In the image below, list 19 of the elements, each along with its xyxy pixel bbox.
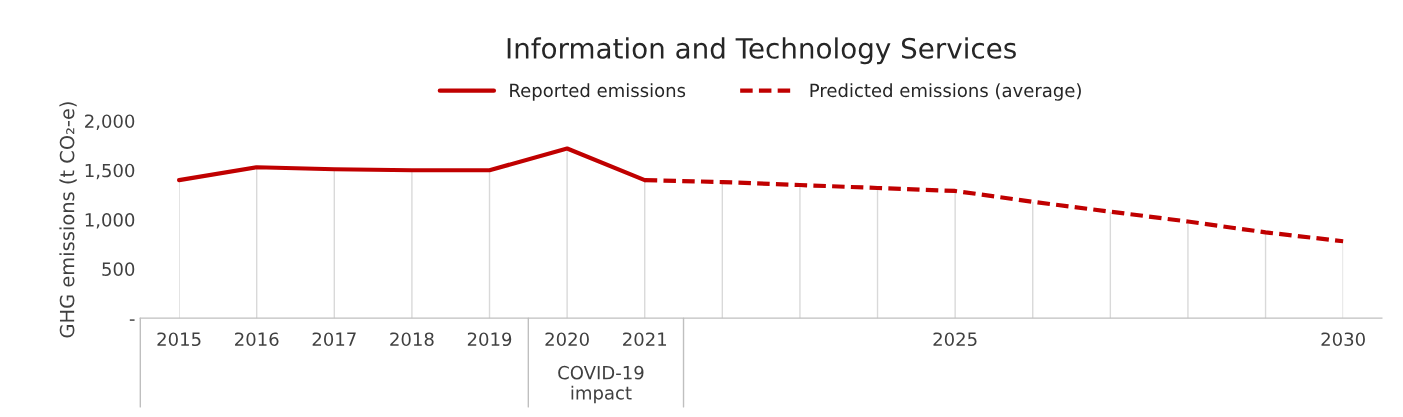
chart-title: Information and Technology Services [507, 37, 1016, 65]
x-tick-label: 2015 [157, 332, 201, 347]
x-tick-label: 2030 [1321, 332, 1365, 347]
x-tick-label: 2025 [933, 332, 977, 347]
legend-label: Reported emissions [510, 83, 686, 101]
y-tick-label: 500 [102, 262, 135, 276]
x-tick-label: 2021 [623, 332, 667, 347]
x-tick-label: 2016 [235, 332, 279, 347]
legend-label: Predicted emissions (average) [810, 83, 1081, 101]
x-tick-label: 2018 [390, 332, 434, 347]
x-tick-label: 2017 [312, 332, 356, 347]
x-tick-label: 2019 [467, 332, 512, 347]
y-tick-label: 1,500 [85, 163, 135, 180]
y-tick-label: 2,000 [85, 114, 135, 130]
text: COVID-19 impact [558, 365, 644, 404]
y-axis-title: GHG emissions (t CO₂-e) [59, 102, 77, 338]
y-tick-label: 1,000 [85, 213, 135, 229]
x-tick-label: 2020 [545, 332, 589, 347]
y-tick-label: - [129, 319, 135, 321]
